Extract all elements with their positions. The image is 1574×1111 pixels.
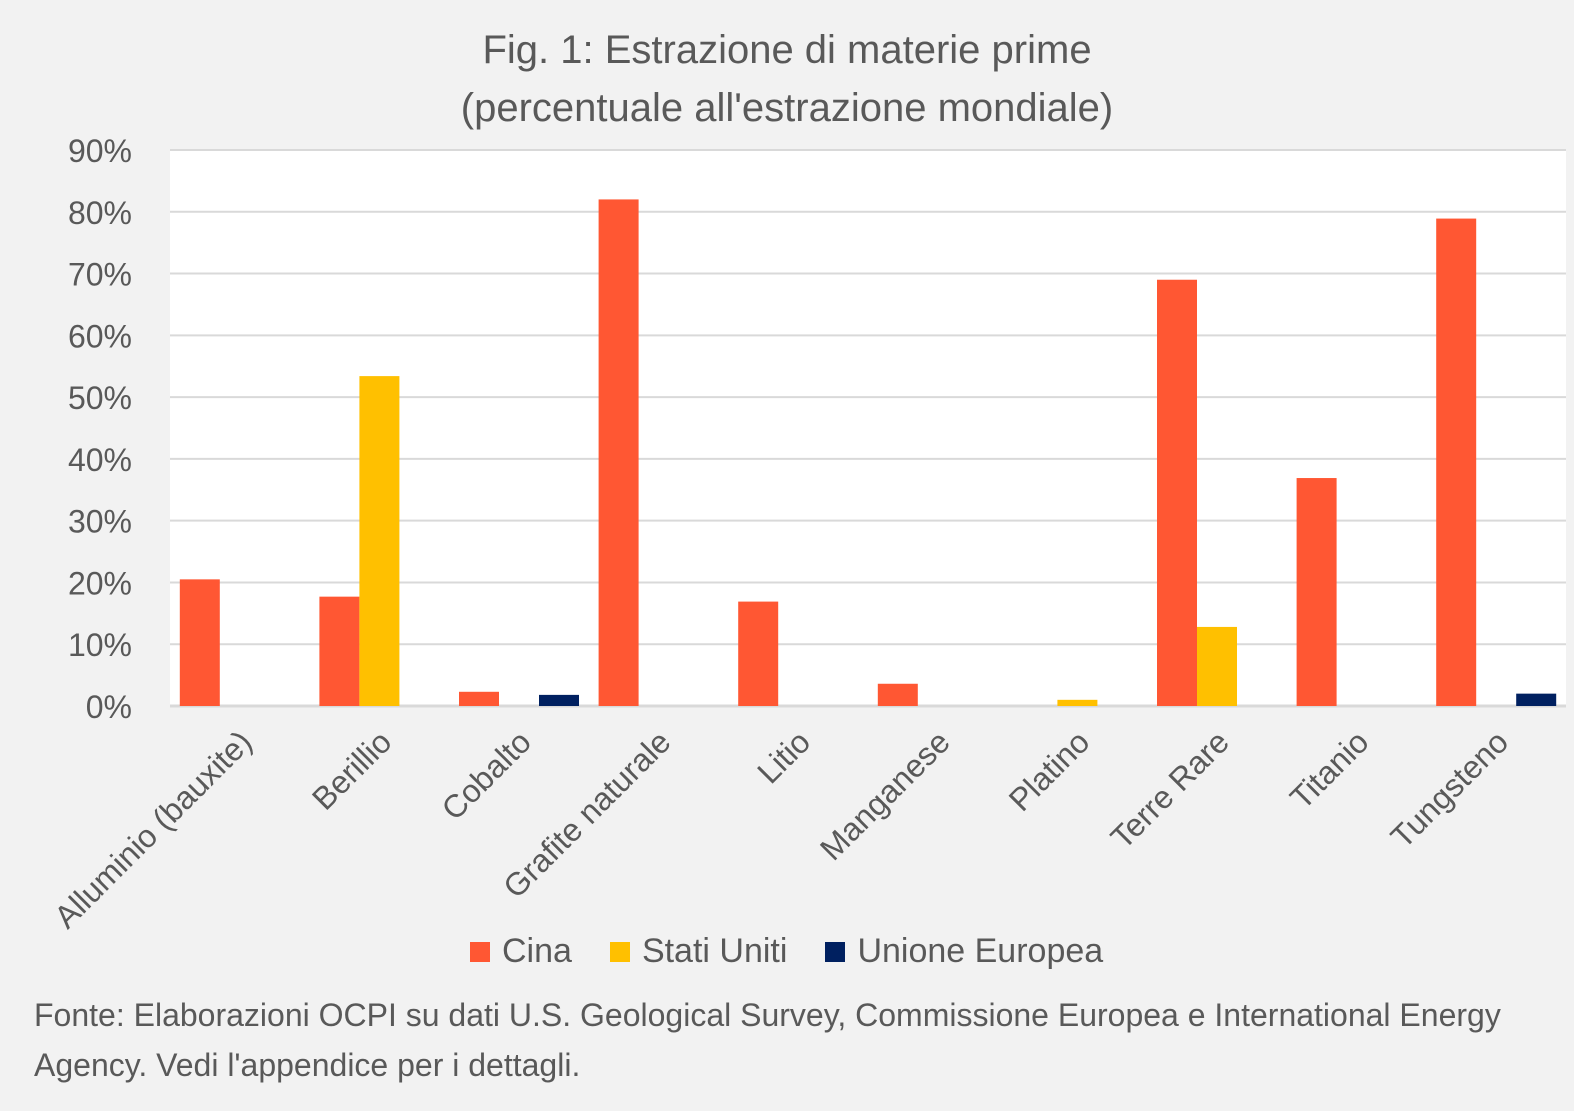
bar-cina <box>459 691 499 706</box>
legend-item: Unione Europea <box>825 932 1103 971</box>
y-tick-label: 90% <box>68 133 132 169</box>
legend-swatch <box>825 941 846 962</box>
bar-cina <box>877 683 918 706</box>
bar-stati-uniti <box>1057 699 1098 706</box>
bar-cina <box>598 199 639 706</box>
y-tick-label: 70% <box>68 257 132 293</box>
bar-unione-europea <box>1516 693 1557 706</box>
y-tick-label: 50% <box>68 380 132 416</box>
bar-stati-uniti <box>1197 626 1237 706</box>
legend-swatch <box>609 941 630 962</box>
bar-cina <box>1157 279 1197 706</box>
bar-cina <box>1436 218 1477 706</box>
legend-item: Cina <box>470 932 572 971</box>
y-tick-label: 0% <box>86 689 132 725</box>
bar-cina <box>179 579 220 706</box>
y-tick-label: 80% <box>68 195 132 231</box>
x-tick-label: Platino <box>1002 723 1097 818</box>
chart-title: Fig. 1: Estrazione di materie prime <box>482 28 1092 72</box>
legend-label: Unione Europea <box>857 932 1104 970</box>
x-tick-label: Terre Rare <box>1104 723 1236 855</box>
y-tick-label: 10% <box>68 627 132 663</box>
chart-subtitle: (percentuale all'estrazione mondiale) <box>460 86 1114 130</box>
legend-swatch <box>470 941 490 962</box>
bar-unione-europea <box>539 694 579 706</box>
x-tick-label: Titanio <box>1283 723 1376 816</box>
bar-cina <box>738 601 779 706</box>
x-tick-label: Alluminio (bauxite) <box>47 723 259 935</box>
bar-cina <box>319 596 360 706</box>
x-tick-label: Berillio <box>305 723 398 816</box>
y-tick-label: 60% <box>68 318 132 354</box>
y-tick-label: 40% <box>68 442 132 478</box>
legend-label: Stati Uniti <box>641 932 788 970</box>
legend-item: Stati Uniti <box>609 932 788 971</box>
source-note: Fonte: Elaborazioni OCPI su dati U.S. Ge… <box>34 997 1501 1083</box>
y-tick-label: 20% <box>68 565 132 601</box>
legend-label: Cina <box>502 932 572 970</box>
bar-stati-uniti <box>359 376 400 706</box>
x-tick-label: Tungsteno <box>1384 723 1516 855</box>
x-tick-label: Cobalto <box>435 723 538 826</box>
bar-cina <box>1296 478 1337 706</box>
y-tick-label: 30% <box>68 504 132 540</box>
legend: Cina Stati Uniti Unione Europea <box>470 932 1103 971</box>
x-tick-label: Litio <box>750 723 817 790</box>
x-tick-label: Manganese <box>813 723 957 867</box>
